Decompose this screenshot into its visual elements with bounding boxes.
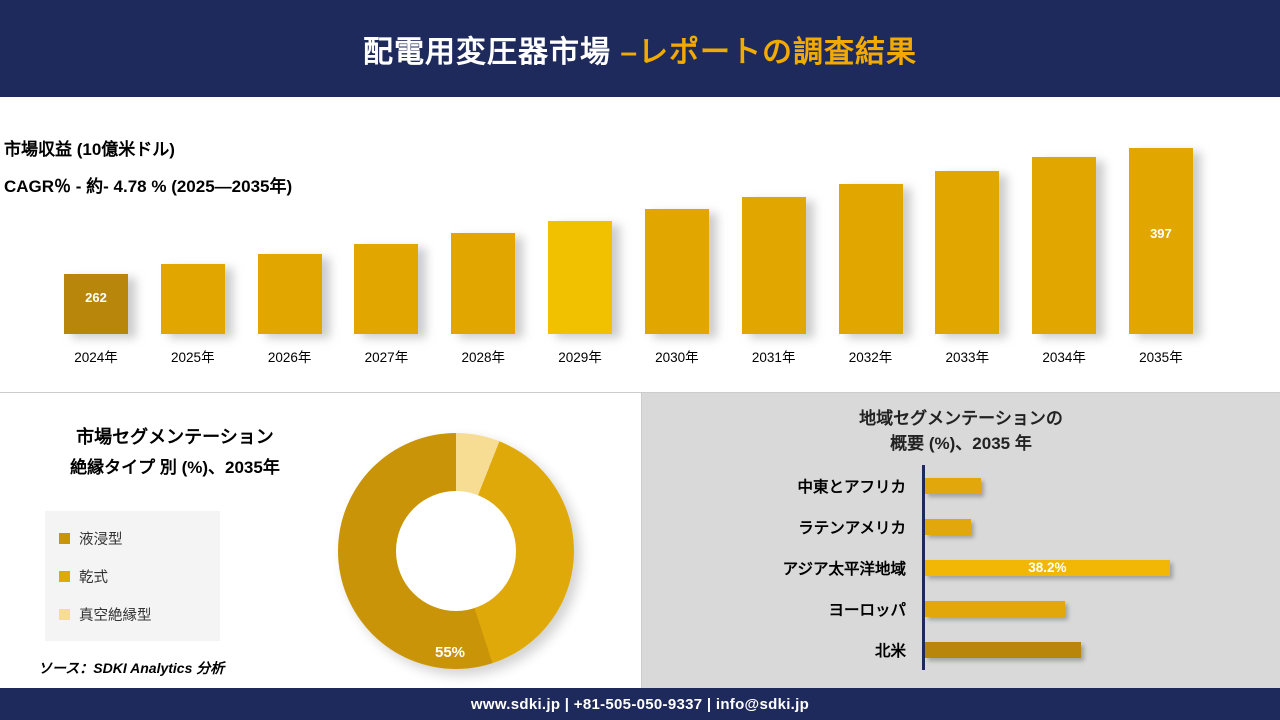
region-bar [925,518,972,535]
revenue-bar [160,264,225,334]
legend-swatch-icon [59,570,70,582]
legend-swatch-icon [59,532,70,544]
region-title-line2: 概要 (%)、2035 年 [890,434,1032,453]
revenue-bar [935,170,1000,334]
legend-label: 乾式 [79,569,108,586]
region-panel: 地域セグメンテーションの 概要 (%)、2035 年 中東とアフリカ ラテンアメリ… [642,393,1280,688]
donut-hole [396,491,516,611]
region-bar-cell [922,506,1260,547]
revenue-bar-column: 2026年 [257,148,322,366]
revenue-bar [644,209,709,334]
legend-label: 液浸型 [79,531,123,548]
x-axis-label: 2034年 [1042,350,1086,365]
revenue-bar [451,232,516,334]
segmentation-title-line2: 絶縁タイプ 別 (%)、2035年 [70,458,280,477]
region-bar-value-label: 38.2% [1028,560,1067,575]
region-bar-chart: 中東とアフリカ ラテンアメリカアジア太平洋地域 38.2% ヨーロッパ北米 [642,465,1260,670]
revenue-bar-column: 2032年 [838,148,903,366]
revenue-chart-section: 市場収益 (10億米ドル) CAGR％ - 約- 4.78 % (2025―20… [0,97,1280,392]
region-bar [925,641,1081,658]
region-bar [925,477,982,494]
revenue-chart-title: 市場収益 (10億米ドル) [4,140,175,159]
region-category-label: ラテンアメリカ [798,519,906,537]
legend-item: 真空絶縁型 [45,595,220,633]
segmentation-panel: 市場セグメンテーション 絶縁タイプ 別 (%)、2035年 液浸型乾式真空絶縁型… [0,393,642,688]
region-title-line1: 地域セグメンテーションの [859,409,1063,428]
region-category-label: 中東とアフリカ [797,478,906,496]
legend-item: 液浸型 [45,519,220,557]
revenue-bar: 262 [64,274,128,334]
region-bar: 38.2% [925,559,1170,576]
revenue-bar-chart: 262 2024年 2025年 2026年 2027年 2028年 2029年 2030年 20… [64,148,1193,366]
region-bar-cell [922,465,1260,506]
segmentation-title-line1: 市場セグメンテーション [76,427,274,447]
revenue-bar-column: 262 2024年 [64,148,128,366]
legend-swatch-icon [59,608,70,620]
donut-chart: 55% [338,433,574,669]
revenue-bar-column: 2030年 [644,148,709,366]
source-attribution: ソース：SDKI Analytics 分析 [38,660,225,676]
revenue-bar-column: 2033年 [935,148,1000,366]
x-axis-label: 2027年 [364,350,409,365]
revenue-bar [741,196,806,334]
footer-bar: www.sdki.jp | +81-505-050-9337 | info@sd… [0,688,1280,720]
region-category-label: ヨーロッパ [828,601,906,619]
footer-contact: www.sdki.jp | +81-505-050-9337 | info@sd… [470,695,810,713]
region-bar [925,600,1065,617]
bottom-section: 市場セグメンテーション 絶縁タイプ 別 (%)、2035年 液浸型乾式真空絶縁型… [0,392,1280,688]
region-row: 北米 [642,629,1260,670]
region-row: 中東とアフリカ [642,465,1260,506]
x-axis-label: 2035年 [1139,350,1183,365]
x-axis-label: 2025年 [171,350,215,365]
legend-item: 乾式 [45,557,220,595]
donut-slice-label: 55% [434,644,466,661]
legend-label: 真空絶縁型 [79,607,152,624]
revenue-cagr-text: CAGR％ - 約- 4.78 % (2025―2035年) [4,177,293,196]
revenue-bar-column: 2028年 [451,148,516,366]
x-axis-label: 2024年 [74,350,118,365]
x-axis-label: 2028年 [461,350,506,365]
bar-value-label: 397 [1150,226,1172,241]
revenue-bar-column: 2031年 [741,148,806,366]
revenue-bar-column: 2027年 [354,148,419,366]
region-category-label: アジア太平洋地域 [782,560,906,578]
revenue-bar-column: 2025年 [160,148,225,366]
x-axis-label: 2031年 [751,350,796,365]
revenue-bar [838,184,903,334]
x-axis-label: 2033年 [945,350,990,365]
revenue-bar [257,253,322,334]
revenue-bar [354,244,419,334]
x-axis-label: 2032年 [848,350,893,365]
header-banner: 配電用変圧器市場 –レポートの調査結果 [0,0,1280,97]
x-axis-label: 2030年 [655,350,699,365]
region-bar-cell: 38.2% [922,547,1260,588]
region-bar-cell [922,629,1260,670]
segmentation-legend: 液浸型乾式真空絶縁型 [45,511,220,641]
bar-value-label: 262 [85,290,107,305]
page-title-main: 配電用変圧器市場 [362,35,621,69]
revenue-bar-column: 397 2035年 [1128,148,1193,366]
page-title: 配電用変圧器市場 –レポートの調査結果 [363,27,917,71]
page-title-accent: –レポートの調査結果 [620,35,918,69]
revenue-bar [1032,157,1097,334]
region-row: ヨーロッパ [642,588,1260,629]
region-category-label: 北米 [874,642,906,660]
revenue-bar: 397 [1128,148,1193,334]
region-row: アジア太平洋地域 38.2% [642,547,1260,588]
revenue-bar [548,221,613,334]
revenue-bar-column: 2029年 [548,148,613,366]
x-axis-label: 2029年 [558,350,602,365]
region-bar-cell [922,588,1260,629]
region-row: ラテンアメリカ [642,506,1260,547]
revenue-bar-column: 2034年 [1032,148,1097,366]
x-axis-label: 2026年 [267,350,312,365]
